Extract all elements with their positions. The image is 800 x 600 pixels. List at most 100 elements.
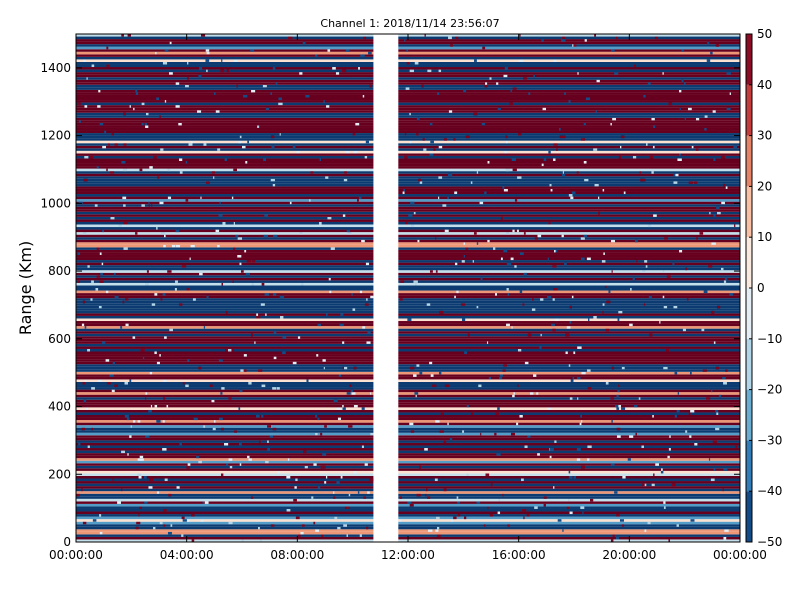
heatmap-cell	[447, 422, 449, 426]
heatmap-cell	[347, 232, 352, 235]
heatmap-cell	[135, 232, 138, 235]
heatmap-row	[76, 138, 374, 141]
heatmap-cell	[168, 493, 172, 497]
heatmap-cell	[662, 72, 664, 75]
heatmap-row	[76, 282, 374, 286]
heatmap-row	[398, 186, 740, 189]
heatmap-cell	[406, 49, 409, 52]
heatmap-row	[76, 155, 374, 159]
heatmap-cell	[251, 282, 255, 286]
heatmap-row	[76, 514, 374, 517]
heatmap-cell	[218, 214, 223, 217]
heatmap-cell	[363, 36, 366, 40]
heatmap-cell	[435, 270, 438, 273]
heatmap-cell	[418, 178, 422, 182]
heatmap-cell	[212, 427, 216, 431]
heatmap-cell	[585, 97, 591, 101]
heatmap-cell	[346, 392, 351, 395]
heatmap-cell	[512, 168, 517, 172]
heatmap-cell	[250, 49, 255, 52]
heatmap-cell	[181, 516, 185, 520]
heatmap-cell	[316, 354, 319, 357]
heatmap-cell	[261, 282, 265, 286]
heatmap-cell	[96, 275, 101, 278]
heatmap-row	[76, 498, 374, 502]
heatmap-cell	[667, 455, 670, 459]
heatmap-cell	[171, 244, 176, 248]
heatmap-cell	[90, 298, 93, 301]
heatmap-row	[76, 277, 374, 281]
heatmap-cell	[443, 440, 447, 443]
heatmap-cell	[476, 171, 479, 174]
heatmap-cell	[571, 295, 574, 299]
heatmap-row	[398, 117, 740, 121]
heatmap-cell	[324, 465, 326, 469]
y-tick-label: 200	[48, 467, 71, 481]
heatmap-row	[76, 163, 374, 167]
heatmap-cell	[614, 491, 618, 494]
heatmap-cell	[632, 277, 635, 281]
heatmap-cell	[83, 399, 87, 403]
heatmap-cell	[576, 448, 581, 451]
heatmap-row	[76, 455, 374, 459]
heatmap-cell	[440, 412, 444, 415]
heatmap-cell	[695, 148, 699, 151]
heatmap-cell	[604, 285, 607, 288]
heatmap-cell	[100, 272, 104, 276]
heatmap-cell	[400, 280, 405, 283]
heatmap-row	[76, 153, 374, 156]
heatmap-row	[398, 36, 740, 40]
heatmap-cell	[616, 435, 621, 438]
heatmap-cell	[438, 371, 442, 375]
heatmap-cell	[584, 39, 587, 42]
heatmap-cell	[436, 526, 440, 530]
heatmap-row	[76, 397, 374, 400]
heatmap-row	[398, 425, 740, 428]
heatmap-cell	[362, 326, 366, 329]
heatmap-row	[76, 529, 374, 532]
heatmap-row	[76, 422, 374, 426]
heatmap-row	[76, 445, 374, 449]
heatmap-row	[76, 389, 374, 393]
heatmap-cell	[673, 305, 678, 309]
heatmap-cell	[681, 49, 684, 52]
heatmap-cell	[264, 293, 269, 296]
heatmap-cell	[209, 384, 213, 388]
heatmap-cell	[123, 221, 128, 225]
heatmap-cell	[423, 148, 427, 151]
heatmap-row	[398, 369, 740, 372]
heatmap-cell	[262, 84, 267, 88]
heatmap-cell	[304, 465, 308, 469]
heatmap-cell	[367, 491, 370, 494]
heatmap-cell	[215, 229, 220, 233]
heatmap-cell	[265, 107, 270, 111]
heatmap-cell	[516, 422, 519, 426]
heatmap-cell	[706, 59, 711, 62]
heatmap-cell	[502, 186, 505, 189]
heatmap-row	[398, 94, 740, 98]
heatmap-cell	[121, 34, 124, 37]
heatmap-cell	[198, 366, 202, 370]
heatmap-cell	[142, 356, 145, 360]
heatmap-cell	[276, 387, 280, 390]
heatmap-cell	[129, 379, 132, 382]
heatmap-cell	[359, 290, 363, 294]
colorbar-tick-label: 0	[757, 281, 765, 295]
heatmap-cell	[463, 516, 467, 520]
heatmap-cell	[96, 247, 100, 250]
heatmap-row	[76, 51, 374, 55]
colorbar-tick-label: −50	[757, 535, 782, 549]
heatmap-cell	[178, 122, 182, 126]
heatmap-row	[398, 115, 740, 118]
heatmap-cell	[297, 336, 301, 339]
heatmap-cell	[336, 407, 341, 410]
heatmap-cell	[568, 498, 570, 502]
heatmap-cell	[333, 399, 338, 403]
heatmap-cell	[306, 379, 309, 382]
heatmap-row	[398, 61, 740, 65]
heatmap-cell	[150, 404, 153, 408]
heatmap-cell	[91, 387, 95, 390]
heatmap-row	[76, 354, 374, 357]
heatmap-cell	[512, 394, 515, 398]
heatmap-cell	[485, 473, 490, 476]
